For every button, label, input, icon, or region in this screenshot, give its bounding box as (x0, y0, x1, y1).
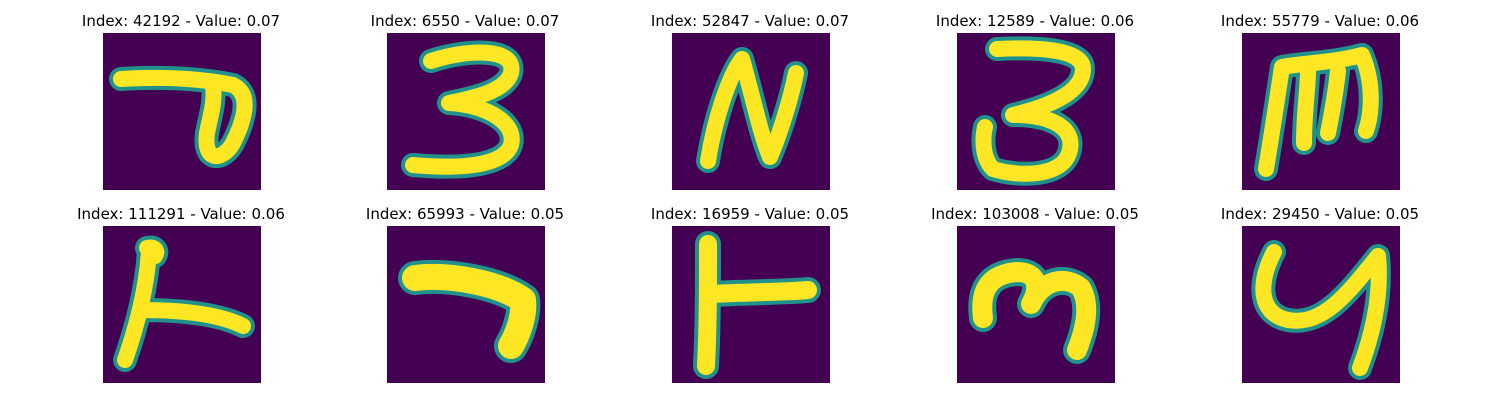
panel-title: Index: 6550 - Value: 0.07 (370, 12, 560, 30)
glyph-image (672, 226, 830, 383)
panel-title: Index: 65993 - Value: 0.05 (365, 205, 565, 223)
glyph-image (387, 33, 545, 190)
glyph-image (103, 226, 261, 383)
glyph-image (1242, 33, 1400, 190)
panel-title: Index: 111291 - Value: 0.06 (77, 205, 285, 223)
glyph-image (957, 33, 1115, 190)
glyph-image (957, 226, 1115, 383)
glyph-image (387, 226, 545, 383)
panel-title: Index: 42192 - Value: 0.07 (81, 12, 281, 30)
glyph-image (672, 33, 830, 190)
panel-title: Index: 55779 - Value: 0.06 (1220, 12, 1420, 30)
panel-title: Index: 29450 - Value: 0.05 (1220, 205, 1420, 223)
panel-title: Index: 12589 - Value: 0.06 (935, 12, 1135, 30)
panel-title: Index: 16959 - Value: 0.05 (650, 205, 850, 223)
panel-title: Index: 52847 - Value: 0.07 (650, 12, 850, 30)
glyph-image (1242, 226, 1400, 383)
panel-title: Index: 103008 - Value: 0.05 (931, 205, 1139, 223)
glyph-image (103, 33, 261, 190)
